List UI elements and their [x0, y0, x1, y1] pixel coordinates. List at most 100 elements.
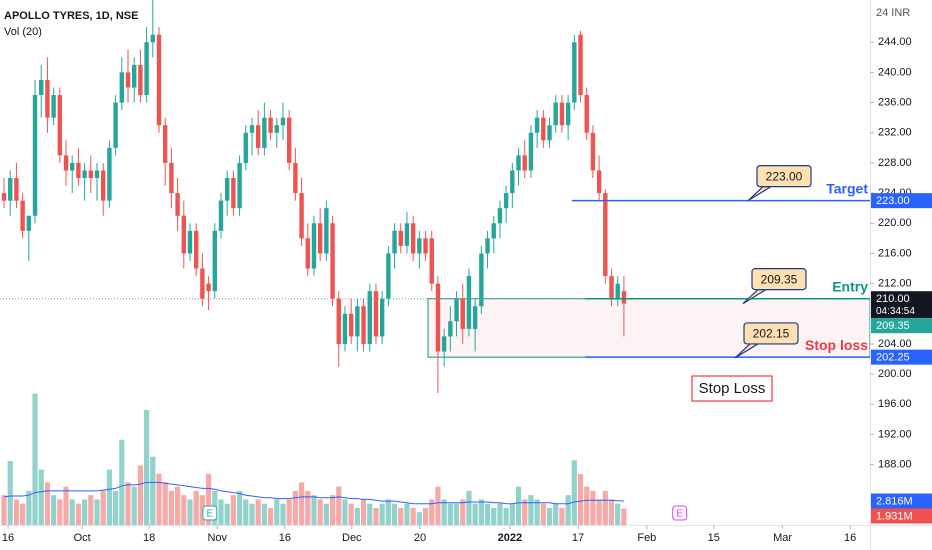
volume-bar — [162, 482, 168, 525]
candle-body — [39, 79, 44, 96]
volume-bar — [342, 499, 348, 525]
y-tick-label: 232.00 — [878, 127, 912, 139]
volume-badge — [871, 508, 932, 524]
candle-body — [516, 155, 521, 171]
candle-body — [14, 178, 19, 201]
volume-bar — [503, 507, 509, 525]
candle-body — [138, 64, 143, 96]
y-tick-label: 236.00 — [878, 96, 912, 108]
volume-bar — [478, 499, 484, 525]
candle-body — [224, 178, 230, 201]
candle-body — [187, 230, 193, 254]
volume-bar — [150, 456, 156, 525]
x-tick-label: Oct — [74, 532, 91, 544]
volume-bar — [497, 503, 503, 525]
volume-bar — [32, 393, 38, 525]
candle-body — [491, 223, 496, 239]
candle-body — [144, 42, 149, 96]
x-tick-label: Dec — [342, 532, 362, 544]
x-tick-label: 15 — [708, 532, 720, 544]
note-text: Stop Loss — [699, 380, 766, 397]
candle-body — [553, 102, 558, 126]
candle-body — [280, 117, 286, 126]
volume-bar — [255, 499, 261, 525]
candle-body — [503, 193, 509, 209]
candle-body — [510, 170, 515, 194]
candle-body — [162, 125, 168, 163]
candle-body — [181, 215, 186, 254]
volume-bar — [44, 482, 51, 525]
candle-body — [534, 117, 540, 133]
candle-body — [293, 162, 298, 194]
candle-body — [262, 117, 267, 148]
candle-body — [559, 102, 565, 126]
candle-body — [63, 155, 69, 171]
volume-bar — [565, 495, 571, 525]
volume-bar — [336, 486, 342, 525]
volume-bar — [379, 503, 385, 525]
price-badge-countdown: 04:34:54 — [876, 306, 915, 317]
candle-body — [45, 79, 50, 118]
y-tick-label: 200.00 — [878, 368, 912, 380]
y-tick-label: 240.00 — [878, 66, 912, 78]
volume-bar — [540, 503, 546, 525]
chart-title: APOLLO TYRES, 1D, NSE — [4, 10, 138, 22]
volume-bar — [398, 507, 404, 525]
volume-bar — [181, 495, 187, 525]
volume-bar — [125, 482, 131, 525]
volume-bar — [1, 495, 7, 525]
x-tick-label: 16 — [279, 532, 291, 544]
volume-ma-line — [3, 481, 624, 505]
volume-bar — [515, 486, 522, 525]
candle-body — [541, 117, 546, 141]
candle-body — [609, 276, 614, 299]
candle-body — [435, 283, 441, 352]
event-marker — [202, 505, 218, 521]
candle-body — [603, 193, 608, 277]
volume-bar — [484, 503, 491, 525]
candle-body — [621, 291, 627, 304]
candle-body — [386, 253, 391, 299]
volume-bar — [596, 499, 602, 525]
level-label: Target — [826, 180, 868, 196]
x-tick-label: 16 — [844, 532, 856, 544]
candle-body — [70, 162, 75, 171]
volume-bar — [292, 490, 298, 525]
candle-body — [361, 306, 366, 344]
candle-body — [578, 34, 583, 96]
candle-body — [448, 321, 453, 337]
volume-bar — [57, 499, 63, 525]
candle-body — [485, 238, 490, 254]
candle-body — [342, 313, 348, 344]
candle-body — [615, 283, 620, 299]
candle-body — [336, 298, 341, 344]
volume-bar — [230, 495, 236, 525]
volume-bar — [261, 503, 267, 525]
y-tick-label: 204.00 — [878, 338, 912, 350]
candle-body — [193, 230, 199, 269]
volume-bar — [7, 461, 13, 525]
candle-body — [429, 238, 434, 284]
callout-box — [743, 322, 799, 345]
volume-bar — [348, 503, 354, 525]
candle-body — [218, 200, 224, 231]
candle-body — [330, 223, 335, 299]
volume-bar — [20, 503, 26, 525]
candle-body — [286, 117, 292, 163]
volume-bar — [106, 469, 113, 525]
candle-body — [212, 230, 217, 292]
volume-badge-label: 1.931M — [876, 510, 913, 522]
volume-bar — [435, 486, 441, 525]
candle-body — [51, 95, 56, 118]
volume-bar — [193, 490, 199, 525]
candle-body — [8, 178, 13, 201]
volume-bar — [546, 507, 553, 525]
volume-bar — [466, 490, 472, 525]
y-tick-label: 192.00 — [878, 428, 912, 440]
candle-body — [528, 132, 534, 171]
y-tick-label: 212.00 — [878, 278, 912, 290]
volume-bar — [367, 503, 373, 525]
volume-bar — [311, 495, 317, 525]
candle-body — [497, 208, 503, 224]
